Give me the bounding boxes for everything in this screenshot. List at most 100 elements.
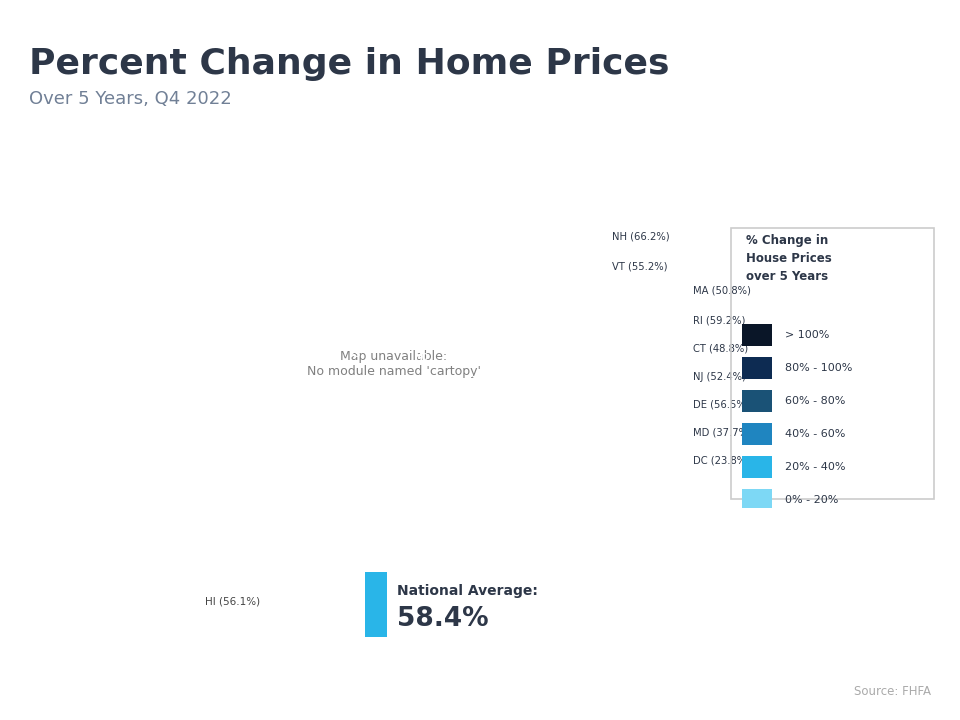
Text: NC: NC xyxy=(558,397,569,405)
Text: 64.6%: 64.6% xyxy=(142,318,174,328)
Text: 41.7%: 41.7% xyxy=(535,331,566,340)
Text: Source: FHFA: Source: FHFA xyxy=(854,685,931,698)
Text: AZ: AZ xyxy=(206,415,218,424)
Text: GA: GA xyxy=(514,443,526,451)
Text: 71.2%: 71.2% xyxy=(532,407,563,415)
Text: % Change in
House Prices
over 5 Years: % Change in House Prices over 5 Years xyxy=(747,234,832,283)
Text: MN: MN xyxy=(392,227,406,235)
Text: 56.2%: 56.2% xyxy=(257,396,288,405)
Text: MA (50.8%): MA (50.8%) xyxy=(693,286,751,296)
FancyBboxPatch shape xyxy=(742,357,772,379)
Text: AL: AL xyxy=(478,438,489,447)
Text: 53.9%: 53.9% xyxy=(98,249,130,258)
Text: 31.1%: 31.1% xyxy=(318,195,348,204)
Text: NM: NM xyxy=(266,412,280,421)
Text: CO: CO xyxy=(273,343,284,351)
Text: 104%: 104% xyxy=(166,241,194,251)
Text: 50.1%: 50.1% xyxy=(109,354,140,363)
Text: 42.7%: 42.7% xyxy=(395,280,425,289)
Text: 57.4%: 57.4% xyxy=(405,337,437,346)
Text: 66.4%: 66.4% xyxy=(98,195,130,204)
Text: ND: ND xyxy=(326,211,340,220)
Text: 51.7%: 51.7% xyxy=(340,334,371,343)
Text: 52.6%: 52.6% xyxy=(559,349,590,359)
Text: UT: UT xyxy=(206,335,218,343)
Text: OR: OR xyxy=(108,265,120,274)
Text: HI (56.1%): HI (56.1%) xyxy=(204,596,260,606)
Text: 40% - 60%: 40% - 60% xyxy=(785,429,846,439)
Bar xyxy=(365,572,387,637)
FancyBboxPatch shape xyxy=(742,490,772,511)
Text: 51.8%: 51.8% xyxy=(350,380,382,390)
Text: SC: SC xyxy=(541,423,553,432)
Text: WA: WA xyxy=(107,211,121,220)
Text: NJ (52.4%): NJ (52.4%) xyxy=(693,372,746,382)
Text: NY: NY xyxy=(598,281,611,289)
Text: National Average:: National Average: xyxy=(397,583,539,598)
Text: 58.4%: 58.4% xyxy=(397,606,489,632)
Text: 55.7%: 55.7% xyxy=(490,241,521,251)
Text: AR: AR xyxy=(415,404,427,413)
Text: Map unavailable:
No module named 'cartopy': Map unavailable: No module named 'cartop… xyxy=(306,350,481,377)
Text: IN: IN xyxy=(486,324,494,333)
Text: 58.7%: 58.7% xyxy=(328,442,360,451)
Text: CT (48.8%): CT (48.8%) xyxy=(693,343,748,354)
Text: 85.1%: 85.1% xyxy=(526,488,557,498)
Text: 31.3%: 31.3% xyxy=(413,450,444,459)
Text: LA: LA xyxy=(423,466,434,475)
Text: WV: WV xyxy=(543,347,558,356)
Text: CA: CA xyxy=(119,370,131,379)
Text: NE: NE xyxy=(338,304,350,313)
Text: ME: ME xyxy=(667,246,680,254)
Text: 79.1%: 79.1% xyxy=(219,203,251,212)
Text: 75.7%: 75.7% xyxy=(548,380,579,390)
Text: Percent Change in Home Prices: Percent Change in Home Prices xyxy=(29,47,669,81)
Text: TN: TN xyxy=(481,392,492,401)
Text: KY: KY xyxy=(492,366,503,374)
Text: IL: IL xyxy=(453,327,461,336)
Text: 50.2%: 50.2% xyxy=(241,264,272,274)
Text: VA: VA xyxy=(569,366,580,374)
Text: 38.0%: 38.0% xyxy=(442,311,472,320)
Text: OK: OK xyxy=(360,397,372,405)
Text: NV: NV xyxy=(152,335,164,343)
Text: 82.3%: 82.3% xyxy=(197,399,228,408)
Text: 34.9%: 34.9% xyxy=(45,546,74,554)
Text: MS: MS xyxy=(445,443,458,451)
Text: DE (56.5%): DE (56.5%) xyxy=(693,400,750,410)
Text: 58.4%: 58.4% xyxy=(516,303,546,312)
Text: 51.6%: 51.6% xyxy=(588,264,620,274)
Text: > 100%: > 100% xyxy=(785,330,829,340)
Text: 51.6%: 51.6% xyxy=(588,264,620,274)
Text: 58.8%: 58.8% xyxy=(435,241,467,251)
Text: 50.2%: 50.2% xyxy=(570,299,601,307)
Text: 59.6%: 59.6% xyxy=(321,241,352,251)
Text: WY: WY xyxy=(250,281,263,289)
Text: NY: NY xyxy=(598,281,611,289)
Text: ID: ID xyxy=(175,258,184,266)
Text: 56.2%: 56.2% xyxy=(405,388,437,397)
Text: WI: WI xyxy=(445,258,456,266)
Text: 61.6%: 61.6% xyxy=(468,422,499,431)
Text: 54.2%: 54.2% xyxy=(482,349,514,359)
Text: IA: IA xyxy=(406,296,415,305)
Text: OH: OH xyxy=(524,319,538,328)
FancyBboxPatch shape xyxy=(742,456,772,478)
Text: 61.8%: 61.8% xyxy=(474,307,506,317)
FancyBboxPatch shape xyxy=(742,324,772,346)
Text: KS: KS xyxy=(349,350,361,359)
Text: 76.9%: 76.9% xyxy=(658,229,689,238)
Text: 54.4%: 54.4% xyxy=(328,288,360,297)
Text: MT: MT xyxy=(228,219,241,228)
Text: DC (23.8%): DC (23.8%) xyxy=(693,456,750,466)
Text: PA: PA xyxy=(580,315,591,324)
Text: 79.2%: 79.2% xyxy=(471,376,502,384)
Text: NH (66.2%): NH (66.2%) xyxy=(612,232,670,242)
FancyBboxPatch shape xyxy=(742,390,772,412)
Text: TX: TX xyxy=(339,458,349,467)
Text: MO: MO xyxy=(414,354,428,362)
Text: Over 5 Years, Q4 2022: Over 5 Years, Q4 2022 xyxy=(29,90,231,108)
Text: 58.6%: 58.6% xyxy=(263,326,294,336)
Text: 0% - 20%: 0% - 20% xyxy=(785,495,839,505)
FancyBboxPatch shape xyxy=(742,423,772,445)
